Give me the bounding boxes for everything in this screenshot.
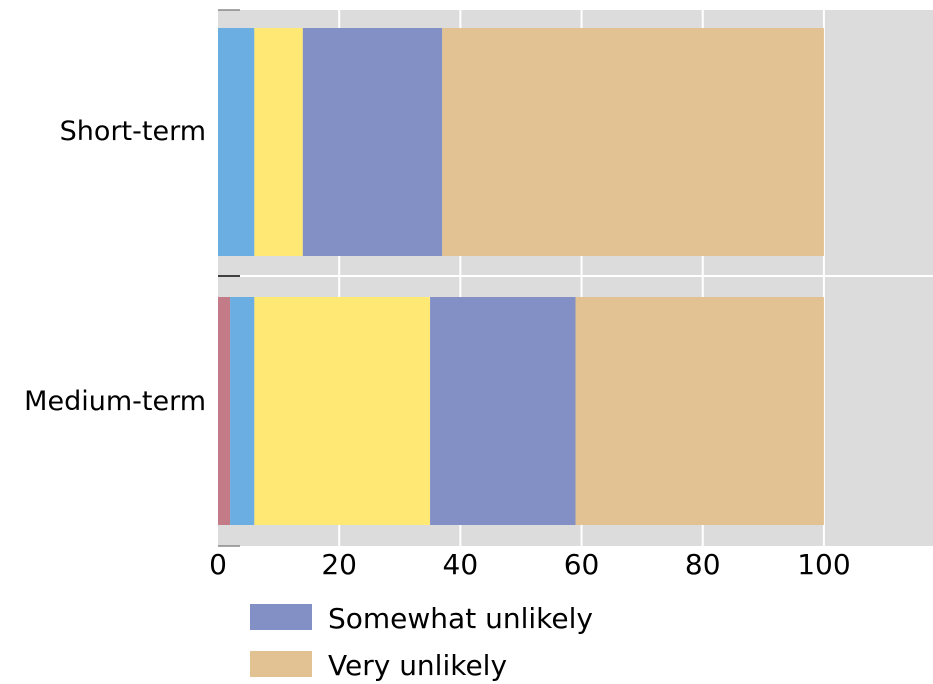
- bar-segment-medium-term-1: [230, 297, 255, 525]
- bar-segment-short-term-3: [302, 28, 443, 256]
- bar-segment-medium-term-3: [430, 297, 576, 525]
- x-tick-label-60: 60: [564, 548, 600, 581]
- category-label-short-term: Short-term: [60, 116, 206, 147]
- bar-segment-medium-term-4: [575, 297, 824, 525]
- x-tick-label-40: 40: [443, 548, 479, 581]
- bar-segment-medium-term-2: [254, 297, 431, 525]
- bar-segment-short-term-2: [254, 28, 303, 256]
- bar-segment-medium-term-0: [218, 297, 231, 525]
- bar-segment-short-term-1: [218, 28, 255, 256]
- x-tick-label-80: 80: [685, 548, 721, 581]
- x-tick-label-20: 20: [321, 548, 357, 581]
- x-tick-label-100: 100: [797, 548, 850, 581]
- legend-swatch-1: [250, 651, 312, 677]
- bar-segments: [218, 28, 824, 525]
- legend-label-1: Very unlikely: [328, 649, 507, 682]
- legend-label-0: Somewhat unlikely: [328, 602, 593, 635]
- legend-swatch-0: [250, 604, 312, 630]
- x-tick-label-0: 0: [209, 548, 227, 581]
- x-axis-tick-labels: 0 20 40 60 80 100: [209, 548, 851, 581]
- category-labels: Short-term Medium-term: [24, 116, 206, 417]
- category-label-medium-term: Medium-term: [24, 386, 206, 417]
- bar-segment-short-term-4: [442, 28, 824, 256]
- legend: Somewhat unlikely Very unlikely: [250, 602, 593, 682]
